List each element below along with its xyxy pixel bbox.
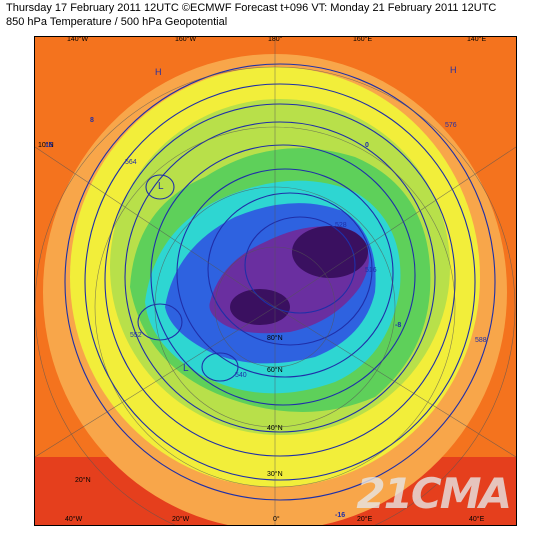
- lon-label: 140°E: [467, 36, 487, 43]
- lat-label: 40°N: [267, 425, 283, 432]
- lon-label: 40°W: [65, 516, 83, 523]
- chart-title: Thursday 17 February 2011 12UTC ©ECMWF F…: [6, 2, 497, 14]
- geopotential-label: 552: [130, 332, 142, 339]
- lat-label: 80°N: [267, 335, 283, 342]
- lon-label: 40°E: [469, 516, 485, 523]
- lon-label: 140°W: [67, 36, 89, 43]
- geopotential-label: 576: [445, 122, 457, 129]
- chart-subtitle: 850 hPa Temperature / 500 hPa Geopotenti…: [6, 16, 228, 28]
- lon-label: 20°E: [357, 516, 373, 523]
- temperature-label: 8: [90, 117, 94, 124]
- watermark-logo: 21CMA: [356, 469, 512, 518]
- geopotential-label: 540: [235, 372, 247, 379]
- lon-label: 180°: [268, 36, 283, 43]
- geopotential-label: 588: [475, 337, 487, 344]
- temperature-label: -16: [335, 512, 346, 519]
- lon-label: 20°W: [172, 516, 190, 523]
- map-field: [35, 37, 516, 525]
- low-centre: L: [183, 363, 189, 374]
- lon-label: 160°W: [175, 36, 197, 43]
- lat-label: 30°N: [267, 471, 283, 478]
- lon-label: 0°: [273, 516, 280, 523]
- high-centre: H: [155, 67, 162, 77]
- low-centre: L: [158, 181, 164, 192]
- geopotential-label: 528: [335, 222, 347, 229]
- geopotential-label: 516: [365, 267, 377, 274]
- temperature-label: -8: [395, 322, 402, 329]
- geopotential-label: 564: [125, 159, 137, 166]
- temperature-label: 16: [45, 142, 53, 149]
- temperature-label: 0: [365, 142, 369, 149]
- lon-label: 160°E: [353, 36, 373, 43]
- high-centre: H: [450, 65, 457, 75]
- weather-map: 140°W 160°W 180° 160°E 140°E 40°W 20°W 0…: [34, 36, 517, 526]
- lat-label: 10°N: [38, 142, 54, 149]
- lat-label: 20°N: [75, 477, 91, 484]
- lat-label: 60°N: [267, 367, 283, 374]
